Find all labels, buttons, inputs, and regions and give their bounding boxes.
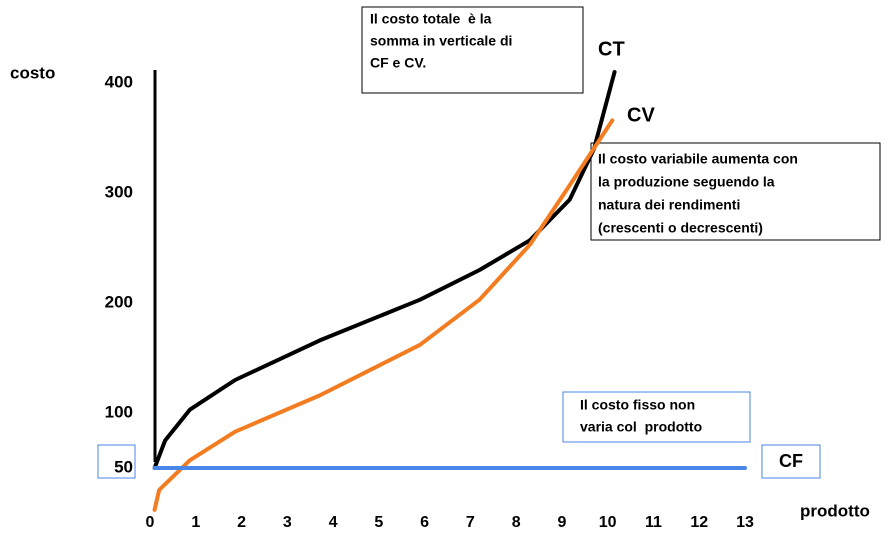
annotation-text: Il costo totale è la	[370, 11, 492, 27]
x-tick-label: 9	[557, 514, 566, 531]
x-tick-label: 7	[466, 514, 475, 531]
x-tick-label: 2	[237, 514, 246, 531]
x-tick-label: 8	[512, 514, 521, 531]
x-tick-label: 3	[283, 514, 292, 531]
y-tick-label: 400	[105, 72, 133, 91]
y-tick-label: 50	[114, 457, 133, 476]
annotation-text: Il costo variabile aumenta con	[598, 151, 798, 167]
x-tick-label: 13	[736, 514, 754, 531]
annotation-text: somma in verticale di	[370, 33, 512, 49]
x-tick-label: 4	[329, 514, 338, 531]
x-tick-label: 0	[146, 514, 155, 531]
annotation-text: (crescenti o decrescenti)	[598, 220, 763, 236]
line-cv	[152, 118, 615, 512]
series-label: CT	[598, 38, 625, 60]
x-tick-label: 11	[645, 514, 662, 531]
annotation-text: varia col prodotto	[580, 419, 702, 435]
x-axis-label: prodotto	[800, 501, 870, 520]
annotation-text: Il costo fisso non	[580, 397, 695, 413]
y-tick-label: 100	[105, 402, 133, 421]
series-label: CF	[779, 451, 803, 471]
y-tick-label: 200	[105, 292, 133, 311]
label-box	[761, 444, 821, 479]
x-tick-label: 1	[191, 514, 200, 531]
annotation-box	[562, 391, 751, 443]
annotation-text: la produzione seguendo la	[598, 174, 775, 190]
y-tick-label: 300	[105, 182, 133, 201]
x-tick-label: 5	[374, 514, 383, 531]
x-tick-label: 12	[690, 514, 708, 531]
series-label: CV	[627, 104, 655, 126]
x-tick-label: 6	[420, 514, 429, 531]
annotation-text: CF e CV.	[370, 55, 426, 71]
tick-box	[97, 444, 136, 479]
annotation-box	[361, 6, 584, 94]
x-tick-label: 10	[599, 514, 617, 531]
y-axis-label: costo	[10, 63, 55, 82]
annotation-box	[590, 142, 881, 241]
line-ct	[152, 70, 617, 470]
annotation-text: natura dei rendimenti	[598, 197, 740, 213]
